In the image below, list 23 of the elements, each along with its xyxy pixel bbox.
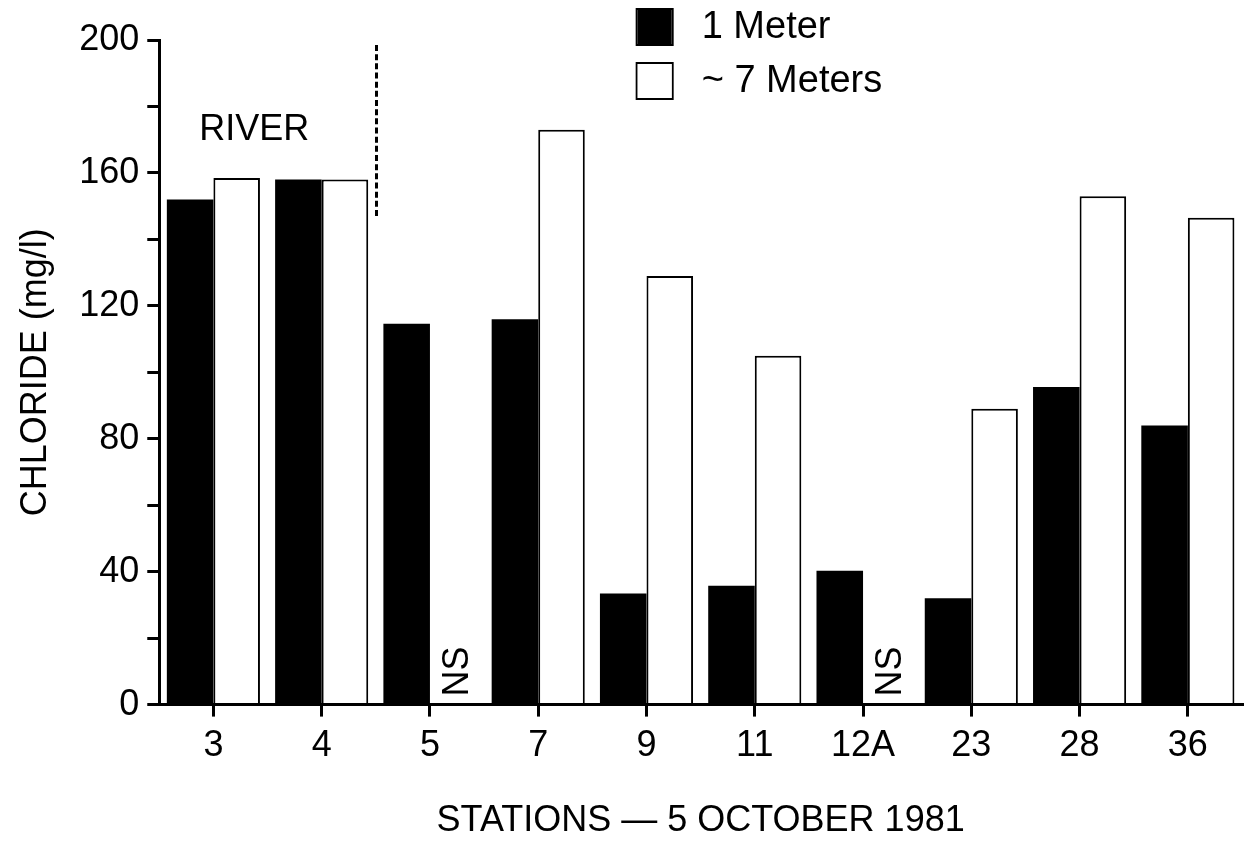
annotation: NS: [867, 646, 909, 697]
y-tick-label: 80: [99, 415, 140, 457]
legend-label: 1 Meter: [701, 4, 831, 47]
y-tick-label: 160: [79, 149, 140, 191]
x-tick-label: 12A: [831, 723, 896, 765]
y-axis-title: CHLORIDE (mg/l): [12, 228, 54, 517]
y-tick-label: 0: [119, 681, 140, 723]
annotation: NS: [434, 646, 476, 697]
x-tick-label: 5: [419, 723, 440, 765]
x-axis-title: STATIONS — 5 OCTOBER 1981: [436, 798, 965, 840]
annotation: RIVER: [199, 106, 310, 148]
y-tick-label: 120: [79, 282, 140, 324]
y-tick-label: 200: [79, 16, 140, 58]
x-tick-label: 9: [636, 723, 657, 765]
x-tick-label: 23: [951, 723, 992, 765]
legend-label: ~ 7 Meters: [701, 58, 883, 101]
x-tick-label: 3: [203, 723, 224, 765]
x-tick-label: 11: [736, 723, 774, 765]
y-tick-label: 40: [99, 548, 140, 590]
x-tick-label: 4: [311, 723, 332, 765]
x-tick-label: 7: [528, 723, 549, 765]
x-tick-label: 28: [1059, 723, 1100, 765]
x-tick-label: 36: [1167, 723, 1208, 765]
